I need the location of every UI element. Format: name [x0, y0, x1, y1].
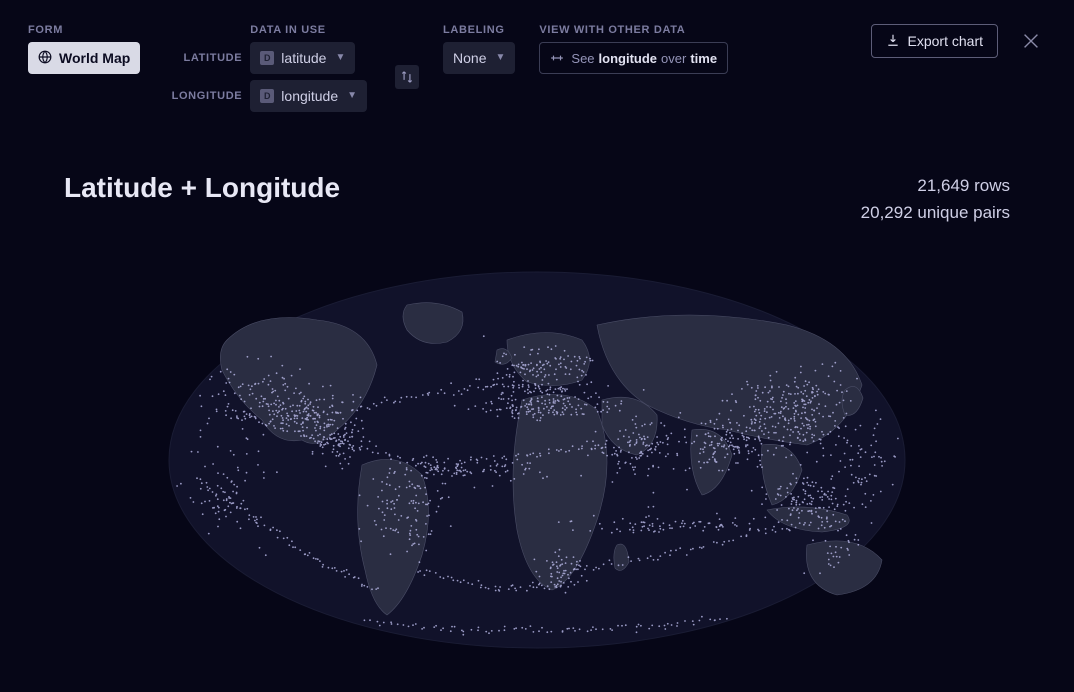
- view-other-label: VIEW WITH OTHER DATA: [539, 24, 728, 36]
- labeling-selector[interactable]: None ▼: [443, 42, 515, 74]
- view-other-button[interactable]: See longitude over time: [539, 42, 728, 74]
- swap-axes-button[interactable]: [395, 65, 419, 89]
- latitude-selector[interactable]: D latitude ▼: [250, 42, 355, 74]
- view-other-text: See longitude over time: [571, 52, 717, 65]
- timeline-icon: [550, 51, 564, 65]
- chart-title: Latitude + Longitude: [64, 172, 340, 204]
- stat-pairs: 20,292 unique pairs: [861, 199, 1010, 226]
- form-selector[interactable]: World Map: [28, 42, 140, 74]
- longitude-label: LONGITUDE: [164, 90, 242, 102]
- form-label: FORM: [28, 24, 140, 36]
- latitude-value: latitude: [281, 51, 326, 65]
- form-value: World Map: [59, 51, 130, 65]
- stat-rows: 21,649 rows: [861, 172, 1010, 199]
- globe-icon: [38, 50, 52, 66]
- labeling-label: LABELING: [443, 24, 515, 36]
- close-button[interactable]: [1016, 26, 1046, 56]
- close-icon: [1020, 30, 1042, 52]
- world-map-chart: [167, 270, 907, 650]
- export-label: Export chart: [908, 33, 983, 49]
- chevron-down-icon: ▼: [496, 53, 506, 63]
- longitude-value: longitude: [281, 89, 338, 103]
- longitude-selector[interactable]: D longitude ▼: [250, 80, 367, 112]
- data-badge-icon: D: [260, 89, 274, 103]
- data-in-use-label: DATA IN USE: [250, 24, 367, 36]
- chevron-down-icon: ▼: [347, 91, 357, 101]
- data-badge-icon: D: [260, 51, 274, 65]
- export-chart-button[interactable]: Export chart: [871, 24, 998, 58]
- chevron-down-icon: ▼: [335, 53, 345, 63]
- latitude-label: LATITUDE: [164, 52, 242, 64]
- swap-icon: [400, 70, 414, 84]
- download-icon: [886, 33, 900, 50]
- labeling-value: None: [453, 51, 486, 65]
